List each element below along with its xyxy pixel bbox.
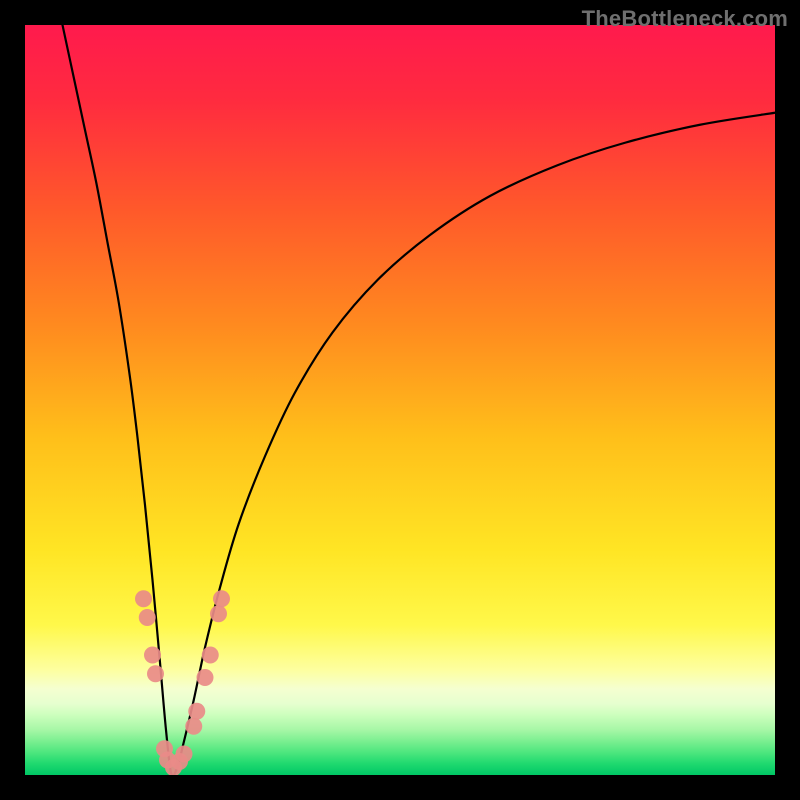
curve-marker: [210, 605, 227, 622]
curve-marker: [139, 609, 156, 626]
curve-marker: [202, 647, 219, 664]
curve-marker: [197, 669, 214, 686]
chart-frame: TheBottleneck.com: [0, 0, 800, 800]
curve-marker: [213, 590, 230, 607]
curve-marker: [144, 647, 161, 664]
watermark-text: TheBottleneck.com: [582, 6, 788, 32]
curve-marker: [147, 665, 164, 682]
curve-marker: [185, 718, 202, 735]
curve-marker: [176, 746, 193, 763]
curve-marker: [135, 590, 152, 607]
chart-svg: [0, 0, 800, 800]
curve-marker: [188, 703, 205, 720]
